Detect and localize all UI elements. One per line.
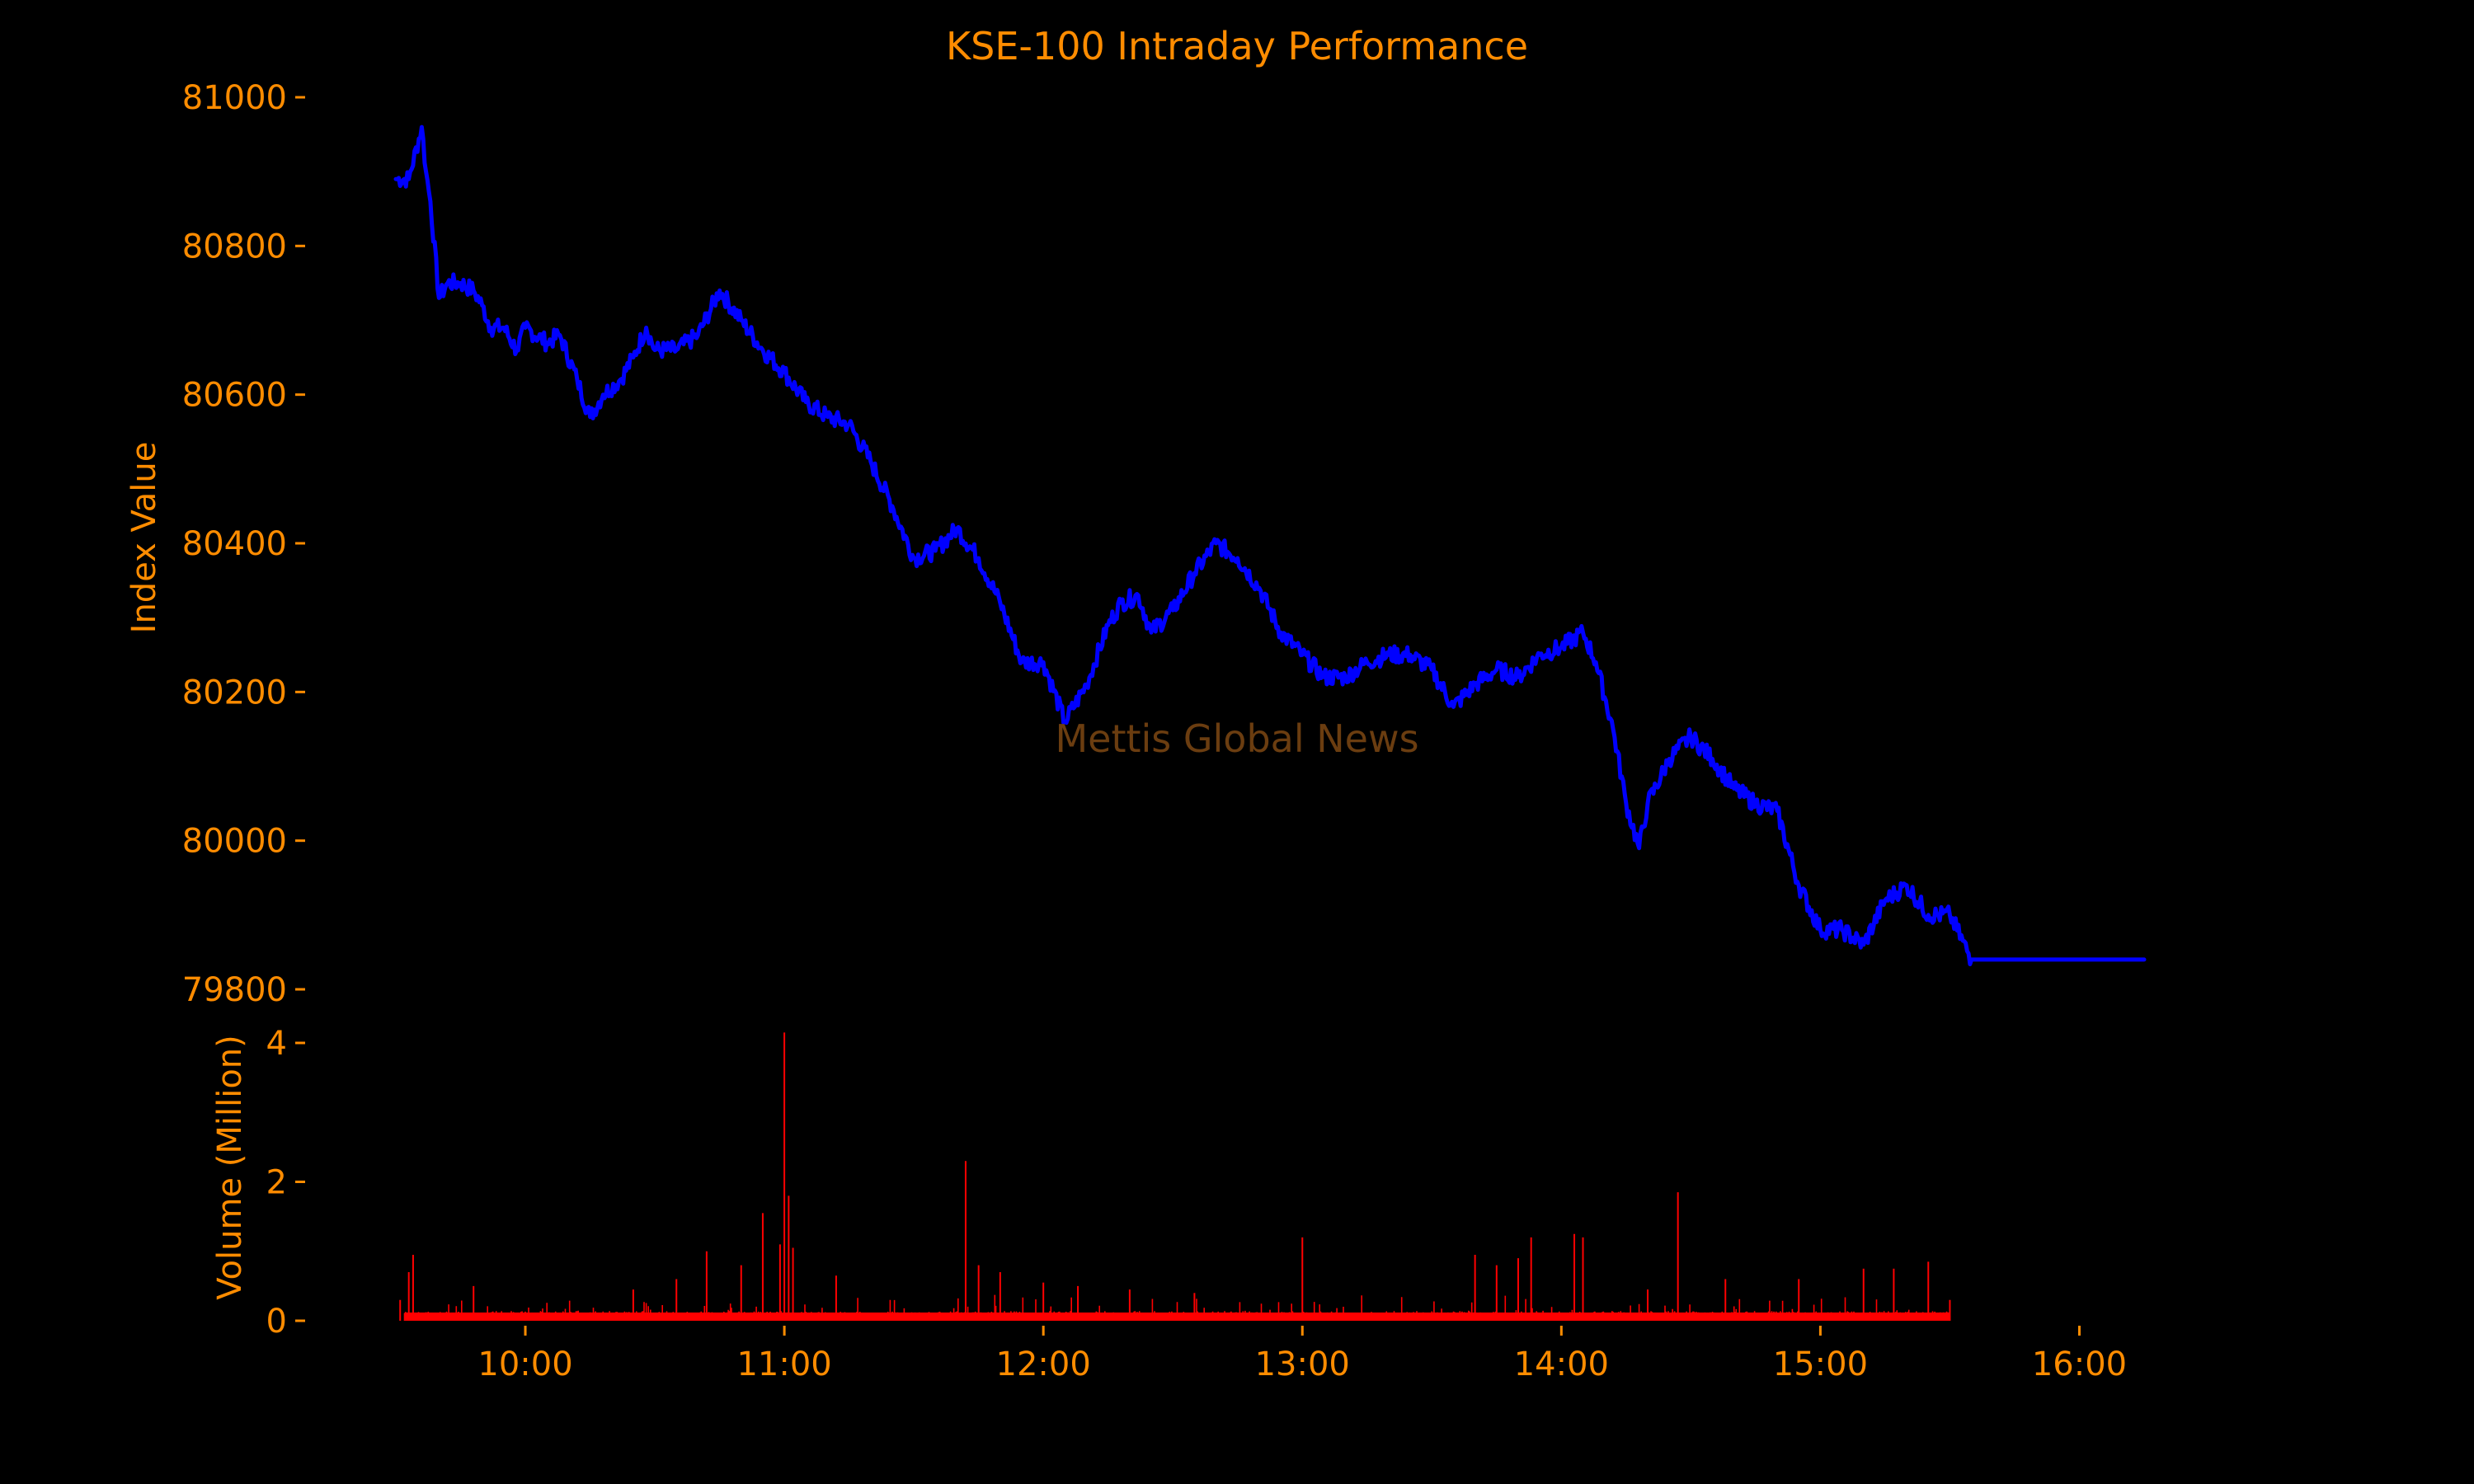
price-y-tick-label: 80200	[182, 674, 287, 711]
volume-y-tick-label: 4	[266, 1025, 287, 1063]
volume-bars	[399, 1032, 1951, 1321]
volume-base-strip	[404, 1313, 1950, 1321]
price-y-tick-label: 81000	[182, 79, 287, 117]
x-tick-label: 11:00	[736, 1345, 831, 1383]
x-tick-label: 13:00	[1255, 1345, 1350, 1383]
x-ticks: 10:00 11:00 12:00 13:00 14:00 15:00 16:00	[477, 1326, 2127, 1383]
price-y-tick-label: 80600	[182, 377, 287, 415]
x-tick-label: 10:00	[477, 1345, 572, 1383]
index-value-line	[393, 124, 2147, 966]
price-y-tick-label: 80800	[182, 228, 287, 265]
chart-title: KSE-100 Intraday Performance	[946, 24, 1528, 68]
volume-y-tick-label: 2	[266, 1164, 287, 1202]
volume-y-tick-label: 0	[266, 1303, 287, 1341]
price-y-tick-label: 80000	[182, 823, 287, 861]
volume-base-noise	[403, 1294, 1951, 1321]
x-tick-label: 15:00	[1773, 1345, 1868, 1383]
price-y-ticks: 79800 80000 80200 80400 80600 80800 81000	[182, 79, 305, 1009]
x-tick-label: 16:00	[2032, 1345, 2127, 1383]
price-y-tick-label: 80400	[182, 525, 287, 563]
x-tick-label: 14:00	[1514, 1345, 1609, 1383]
price-y-axis-label: Index Value	[125, 442, 163, 634]
x-tick-label: 12:00	[996, 1345, 1091, 1383]
watermark-text: Mettis Global News	[1055, 716, 1418, 761]
price-y-tick-label: 79800	[182, 971, 287, 1009]
volume-y-axis-label: Volume (Million)	[211, 1035, 249, 1299]
volume-y-ticks: 0 2 4	[266, 1025, 305, 1341]
